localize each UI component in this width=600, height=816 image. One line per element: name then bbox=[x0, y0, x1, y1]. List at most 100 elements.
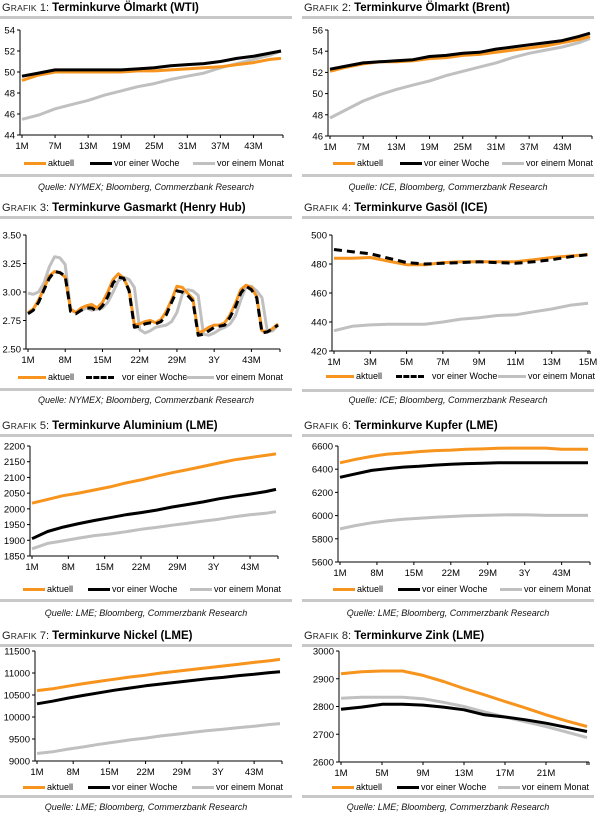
series-line-monat bbox=[339, 513, 588, 531]
y-tick-label: 46 bbox=[312, 132, 323, 143]
chart-legend: aktuell vor einer Woche vor einem Monat bbox=[302, 371, 595, 383]
legend-label: vor einer Woche bbox=[424, 158, 490, 168]
x-tick-label: 37M bbox=[520, 142, 539, 153]
y-tick-label: 50 bbox=[4, 68, 15, 79]
legend-swatch-woche bbox=[397, 785, 419, 789]
y-tick-label: 2000 bbox=[4, 504, 25, 515]
source-note: Quelle: NYMEX; Bloomberg, Commerzbank Re… bbox=[37, 182, 255, 192]
x-tick-label: 22M bbox=[442, 568, 461, 579]
series-line-woche bbox=[36, 670, 281, 706]
grafik-number: 7: bbox=[36, 630, 53, 642]
title-rule bbox=[302, 434, 594, 437]
title-rule bbox=[0, 216, 292, 219]
y-tick-label: 50 bbox=[312, 89, 323, 100]
x-tick-label: 29M bbox=[168, 355, 187, 366]
source-rule bbox=[302, 795, 594, 798]
title-rule bbox=[302, 644, 594, 647]
line-chart: 2600 2700 2800 2900 3000 1M 5M 9M 13M 17M 21M bbox=[313, 647, 590, 779]
legend-item-woche: vor einer Woche bbox=[86, 372, 187, 382]
x-tick-label: 37M bbox=[211, 141, 230, 152]
x-tick-label: 43M bbox=[241, 562, 260, 573]
series-line-woche bbox=[21, 49, 282, 78]
legend-item-aktuell: aktuell bbox=[333, 158, 383, 168]
x-tick-label: 5M bbox=[375, 768, 388, 779]
x-tick-label: 8M bbox=[59, 355, 72, 366]
y-tick-label: 9000 bbox=[9, 757, 30, 768]
legend-swatch-aktuell bbox=[333, 587, 355, 591]
y-tick-label: 6200 bbox=[312, 488, 333, 499]
legend-item-aktuell: aktuell bbox=[332, 782, 382, 792]
x-tick-label: 21M bbox=[537, 768, 556, 779]
y-tick-label: 2900 bbox=[313, 674, 334, 685]
y-tick-label: 6600 bbox=[312, 442, 333, 453]
x-tick-label: 43M bbox=[245, 767, 264, 778]
x-tick-label: 13M bbox=[387, 142, 406, 153]
chart-legend: aktuell vor einer Woche vor einem Monat bbox=[302, 782, 594, 794]
legend-item-woche: vor einer Woche bbox=[398, 584, 487, 594]
chart-panel-4: GRAFIK 4: Terminkurve Gasöl (ICE) 420 440 4… bbox=[302, 202, 598, 409]
legend-swatch-monat bbox=[498, 374, 526, 378]
source-note: Quelle: LME; Bloomberg, Commerzbank Rese… bbox=[44, 802, 248, 812]
chart-legend: aktuell vor einer Woche vor einem Monat bbox=[0, 372, 292, 384]
y-tick-label: 52 bbox=[4, 47, 15, 58]
x-tick-label: 31M bbox=[487, 142, 506, 153]
x-tick-label: 8M bbox=[370, 568, 383, 579]
series-line-aktuell bbox=[340, 669, 588, 728]
title-rule bbox=[0, 434, 292, 437]
x-tick-label: 8M bbox=[67, 767, 80, 778]
legend-swatch-woche bbox=[90, 161, 112, 165]
y-tick-label: 500 bbox=[311, 231, 327, 242]
y-tick-label: 52 bbox=[312, 68, 323, 79]
grafik-label: GRAFIK bbox=[2, 420, 37, 432]
legend-item-monat: vor einem Monat bbox=[192, 782, 283, 792]
x-tick-label: 5M bbox=[400, 357, 413, 368]
x-tick-label: 1M bbox=[327, 357, 340, 368]
legend-swatch-woche bbox=[400, 161, 422, 165]
series-line-woche bbox=[340, 702, 588, 733]
x-tick-label: 13M bbox=[542, 357, 561, 368]
x-tick-label: 15M bbox=[405, 568, 424, 579]
y-tick-label: 440 bbox=[311, 318, 327, 329]
grafik-number: 1: bbox=[36, 2, 53, 14]
series-line-aktuell bbox=[31, 452, 277, 505]
x-tick-label: 43M bbox=[244, 141, 263, 152]
y-tick-label: 5800 bbox=[312, 534, 333, 545]
x-tick-label: 15M bbox=[100, 767, 119, 778]
source-rule bbox=[0, 174, 292, 177]
chart-legend: aktuell vor einer Woche vor einem Monat bbox=[302, 158, 594, 170]
y-tick-label: 1950 bbox=[4, 520, 25, 531]
legend-item-woche: vor einer Woche bbox=[88, 584, 177, 594]
y-tick-label: 3.50 bbox=[3, 231, 22, 242]
chart-panel-6: GRAFIK 6: Terminkurve Kupfer (LME) 5600 58… bbox=[302, 420, 598, 622]
x-tick-label: 3M bbox=[364, 357, 377, 368]
x-tick-label: 3Y bbox=[208, 562, 220, 573]
x-tick-label: 3Y bbox=[212, 767, 224, 778]
x-tick-label: 9M bbox=[473, 357, 486, 368]
x-tick-label: 8M bbox=[62, 562, 75, 573]
y-tick-label: 11500 bbox=[4, 647, 30, 658]
legend-swatch-woche bbox=[86, 375, 114, 379]
series-line-woche bbox=[27, 270, 279, 337]
x-tick-label: 22M bbox=[136, 767, 155, 778]
x-tick-label: 15M bbox=[93, 355, 112, 366]
chart-legend: aktuell vor einer Woche vor einem Monat bbox=[0, 158, 292, 170]
y-tick-label: 54 bbox=[4, 26, 15, 37]
chart-title-text: Terminkurve Ölmarkt (Brent) bbox=[354, 2, 510, 14]
chart-title-text: Terminkurve Gasmarkt (Henry Hub) bbox=[52, 202, 246, 214]
series-line-monat bbox=[329, 37, 591, 120]
grafik-number: 6: bbox=[338, 420, 355, 432]
y-tick-label: 480 bbox=[311, 260, 327, 271]
legend-label: aktuell bbox=[48, 372, 75, 382]
legend-item-monat: vor einem Monat bbox=[193, 158, 284, 168]
legend-swatch-monat bbox=[502, 161, 524, 165]
legend-label: vor einer Woche bbox=[422, 584, 488, 594]
legend-label: aktuell bbox=[356, 782, 383, 792]
source-note: Quelle: ICE, Bloomberg, Commerzbank Rese… bbox=[348, 182, 548, 192]
x-tick-label: 29M bbox=[173, 767, 192, 778]
legend-label: aktuell bbox=[357, 158, 384, 168]
legend-item-woche: vor einer Woche bbox=[397, 782, 486, 792]
x-tick-label: 3Y bbox=[519, 568, 531, 579]
x-tick-label: 15M bbox=[95, 562, 114, 573]
y-tick-label: 6400 bbox=[312, 465, 333, 476]
chart-title: GRAFIK 2: Terminkurve Ölmarkt (Brent) bbox=[304, 2, 510, 14]
